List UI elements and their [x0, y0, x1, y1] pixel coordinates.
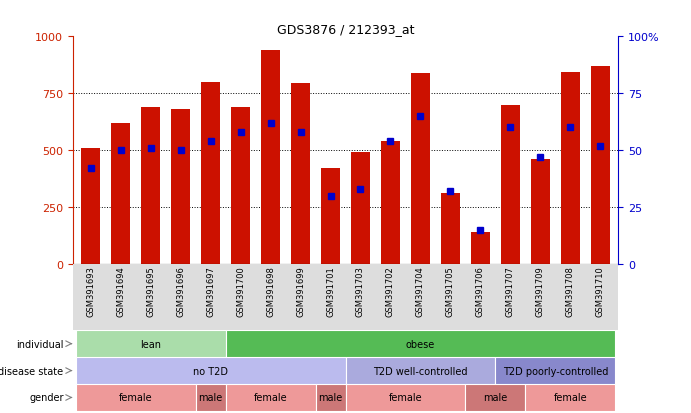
Text: female: female [388, 392, 422, 403]
Text: T2D poorly-controlled: T2D poorly-controlled [503, 366, 608, 376]
Bar [381, 142, 400, 264]
Text: T2D well-controlled: T2D well-controlled [373, 366, 468, 376]
Bar [346, 357, 495, 384]
Text: GSM391697: GSM391697 [206, 266, 215, 316]
Title: GDS3876 / 212393_at: GDS3876 / 212393_at [277, 23, 414, 36]
Text: female: female [254, 392, 287, 403]
Bar [141, 107, 160, 264]
Bar [351, 153, 370, 264]
Text: GSM391694: GSM391694 [116, 266, 125, 316]
Text: GSM391708: GSM391708 [566, 266, 575, 316]
Text: GSM391705: GSM391705 [446, 266, 455, 316]
Bar [495, 357, 616, 384]
Bar [501, 105, 520, 264]
Text: GSM391703: GSM391703 [356, 266, 365, 316]
Text: obese: obese [406, 339, 435, 349]
Text: GSM391699: GSM391699 [296, 266, 305, 316]
Bar [201, 83, 220, 264]
Text: GSM391710: GSM391710 [596, 266, 605, 316]
Bar [316, 384, 346, 411]
Text: GSM391709: GSM391709 [536, 266, 545, 316]
Text: GSM391706: GSM391706 [476, 266, 485, 316]
Bar [75, 330, 225, 357]
Bar [321, 169, 340, 264]
Bar [346, 384, 466, 411]
Text: GSM391695: GSM391695 [146, 266, 155, 316]
Bar [75, 384, 196, 411]
Text: male: male [198, 392, 223, 403]
Text: gender: gender [29, 392, 64, 403]
Text: GSM391693: GSM391693 [86, 266, 95, 316]
Text: GSM391700: GSM391700 [236, 266, 245, 316]
Bar [410, 74, 430, 264]
Text: individual: individual [16, 339, 64, 349]
Bar [81, 148, 100, 264]
Bar [196, 384, 225, 411]
Text: disease state: disease state [0, 366, 64, 376]
Bar [591, 66, 610, 264]
Bar [560, 72, 580, 264]
Text: male: male [483, 392, 508, 403]
Text: no T2D: no T2D [193, 366, 228, 376]
Bar [525, 384, 616, 411]
Bar [291, 84, 310, 264]
Text: GSM391702: GSM391702 [386, 266, 395, 316]
Text: GSM391696: GSM391696 [176, 266, 185, 316]
Bar [225, 384, 316, 411]
Bar [171, 110, 190, 264]
Bar [466, 384, 525, 411]
Text: lean: lean [140, 339, 161, 349]
Bar [225, 330, 616, 357]
Bar [231, 107, 250, 264]
Bar [471, 233, 490, 264]
Bar [441, 194, 460, 264]
Bar [261, 51, 281, 264]
Text: GSM391704: GSM391704 [416, 266, 425, 316]
Text: GSM391707: GSM391707 [506, 266, 515, 316]
Bar [75, 357, 346, 384]
Bar [531, 160, 550, 264]
Bar [111, 123, 131, 264]
Text: GSM391701: GSM391701 [326, 266, 335, 316]
Text: male: male [319, 392, 343, 403]
Text: female: female [119, 392, 152, 403]
Text: GSM391698: GSM391698 [266, 266, 275, 316]
Text: female: female [553, 392, 587, 403]
